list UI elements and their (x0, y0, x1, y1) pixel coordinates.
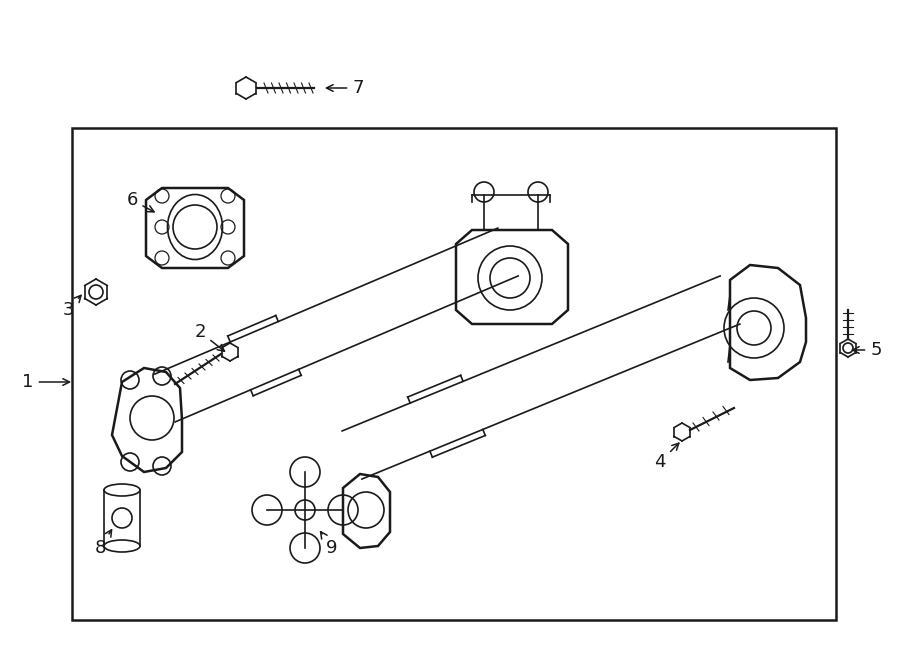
Text: 4: 4 (654, 443, 679, 471)
Text: 6: 6 (126, 191, 154, 212)
Bar (72, 128, 836, 620)
Text: 2: 2 (194, 323, 224, 352)
Text: 9: 9 (320, 532, 338, 557)
Text: 5: 5 (852, 341, 882, 359)
Text: 7: 7 (327, 79, 364, 97)
Text: 3: 3 (62, 295, 81, 319)
Text: 8: 8 (94, 530, 112, 557)
Text: 1: 1 (22, 373, 69, 391)
